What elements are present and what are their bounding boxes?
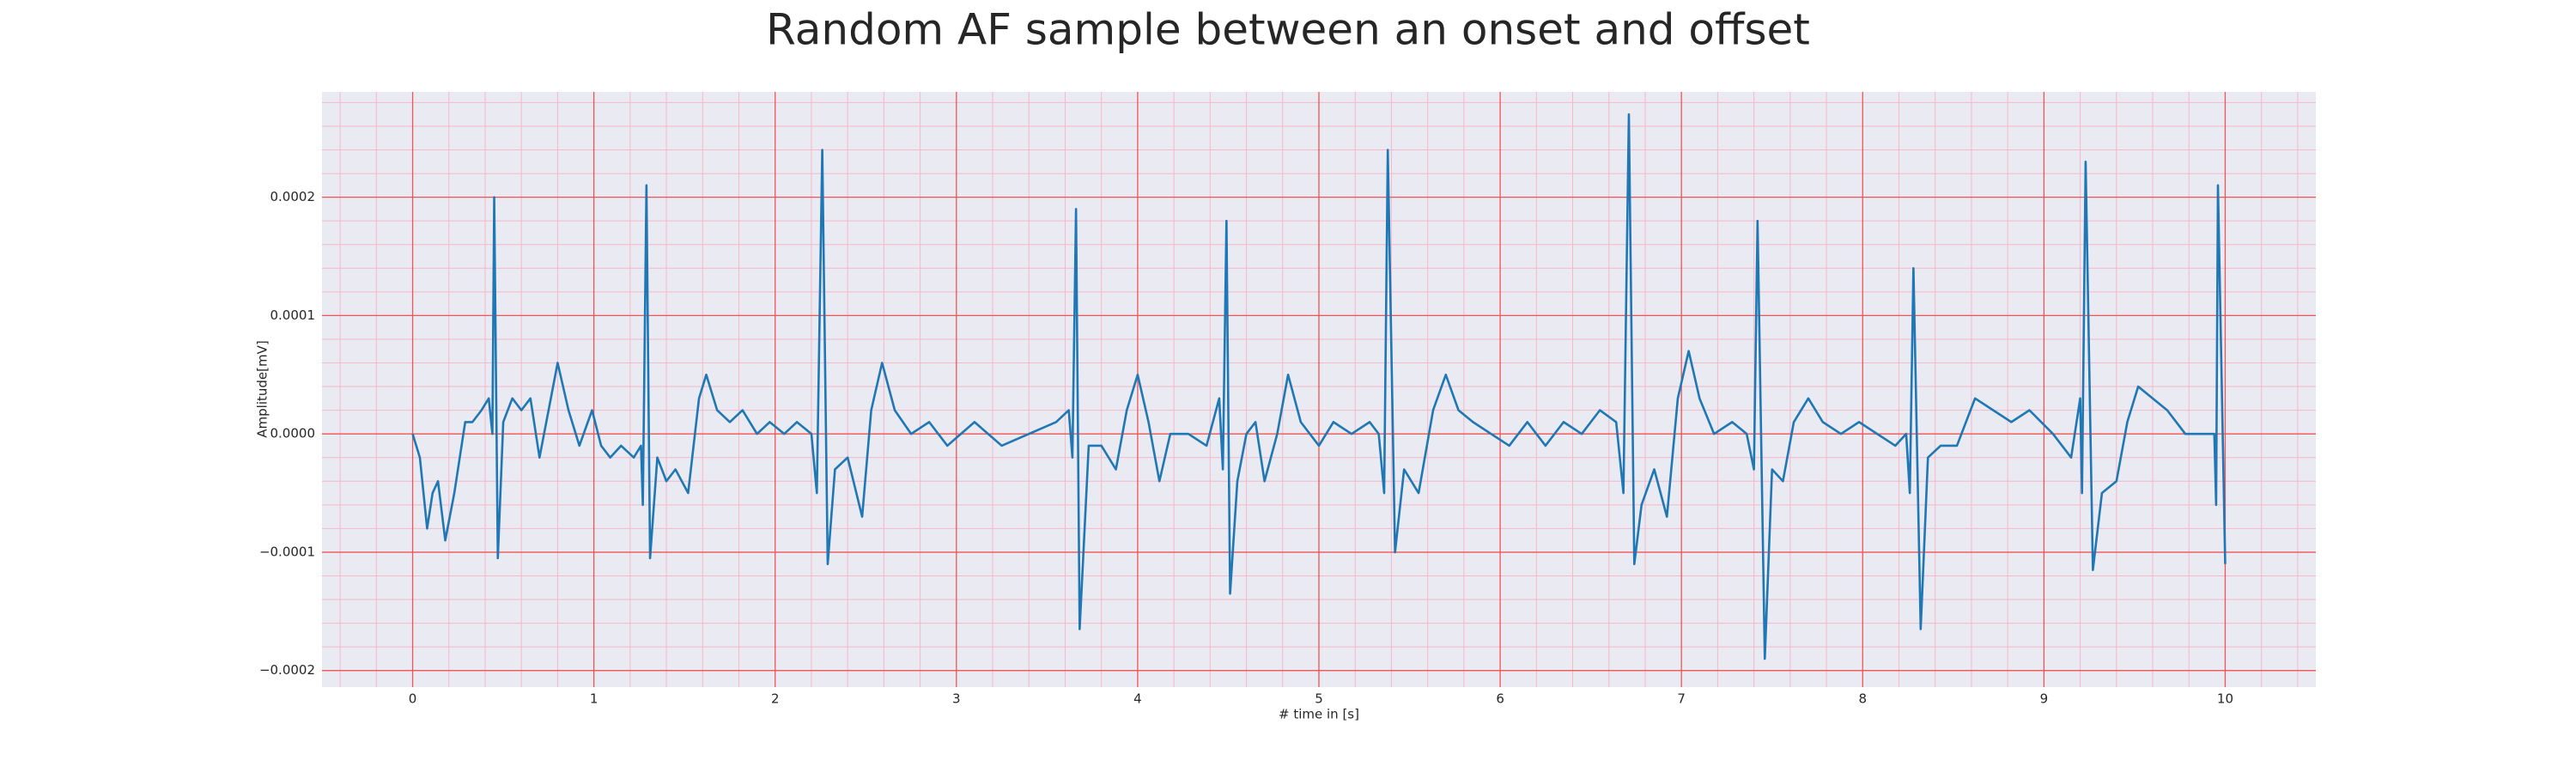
lines	[411, 113, 2227, 660]
x-tick-label: 9	[2040, 691, 2049, 707]
x-tick-label: 2	[771, 691, 780, 707]
x-tick-label: 5	[1315, 691, 1323, 707]
grid	[322, 92, 2316, 687]
chart-title: Random AF sample between an onset and of…	[766, 5, 1810, 55]
x-axis-label: # time in [s]	[1279, 707, 1359, 722]
y-tick-label: 0.0002	[270, 189, 316, 204]
x-tick-label: 7	[1677, 691, 1686, 707]
x-tick-label: 3	[952, 691, 961, 707]
y-tick-label: 0.0000	[270, 426, 316, 441]
y-tick-label: −0.0001	[259, 544, 315, 559]
x-tick-label: 8	[1858, 691, 1867, 707]
x-tick-label: 10	[2217, 691, 2233, 707]
x-tick-label: 6	[1496, 691, 1504, 707]
y-tick-label: −0.0002	[259, 662, 315, 678]
x-tick-label: 1	[590, 691, 598, 707]
y-axis-label: Amplitude[mV]	[255, 340, 270, 437]
x-tick-label: 4	[1133, 691, 1142, 707]
y-tick-label: 0.0001	[270, 307, 316, 323]
x-tick-label: 0	[409, 691, 417, 707]
signal-line	[411, 113, 2227, 660]
labels: 0 1 2 3 4 5 6 7 8 9 10 −0.0002 −0.0001 0.0000 0.0001 0.…	[259, 189, 2233, 706]
